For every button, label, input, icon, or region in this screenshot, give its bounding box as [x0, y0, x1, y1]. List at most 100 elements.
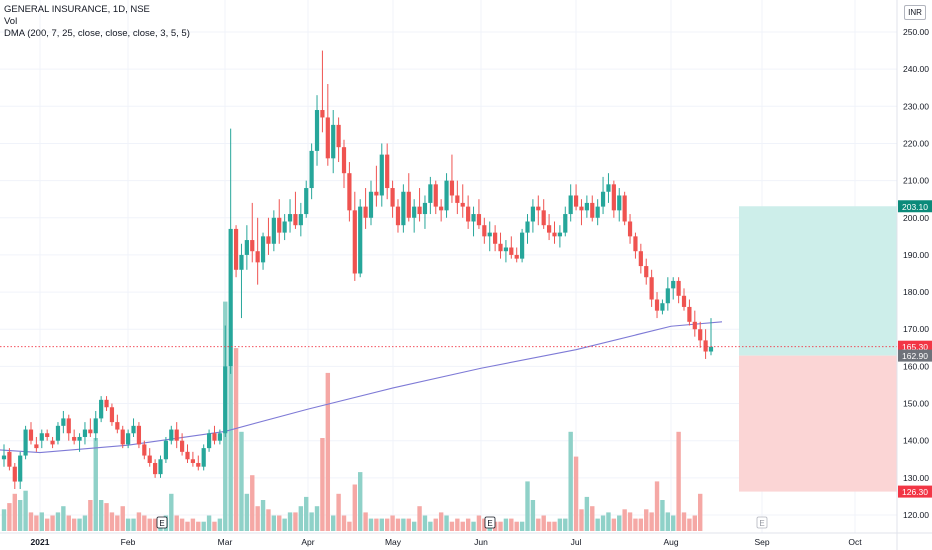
candle-body	[109, 407, 115, 423]
candle-body	[617, 195, 622, 211]
candle-body	[88, 429, 93, 434]
volume-bar	[125, 518, 131, 531]
candle-body	[34, 444, 39, 449]
candle-body	[169, 429, 174, 441]
candle-body	[39, 433, 44, 441]
volume-bar	[444, 515, 449, 531]
candles	[1, 50, 714, 489]
candle-body	[250, 240, 255, 252]
stop-price-label-bg	[898, 485, 932, 498]
candle-body	[708, 346, 714, 352]
candle-body	[190, 459, 195, 463]
volume-bar	[34, 515, 39, 531]
volume-bar	[61, 506, 66, 531]
candle-body	[12, 466, 17, 482]
candle-body	[417, 206, 422, 215]
volume-bar	[465, 518, 471, 531]
candle-body	[660, 303, 665, 311]
y-tick-label: 220.00	[903, 138, 929, 148]
candle-body	[341, 147, 347, 174]
candle-body	[7, 451, 12, 467]
volume-bar	[169, 493, 174, 531]
candle-body	[358, 206, 363, 274]
volume-bar	[336, 493, 341, 531]
earnings-marker: E	[484, 516, 496, 529]
volume-bar	[190, 518, 196, 531]
candle-body	[304, 188, 309, 215]
earnings-marker-label: E	[759, 519, 764, 528]
earnings-marker: E	[756, 516, 768, 529]
volume-bar	[293, 512, 298, 531]
candle-body	[45, 433, 50, 437]
x-tick-label: Jun	[474, 537, 488, 547]
candle-body	[649, 277, 654, 300]
volume-bar	[374, 518, 379, 531]
volume-bar	[185, 521, 190, 531]
candle-body	[563, 214, 568, 233]
candle-body	[363, 206, 368, 218]
volume-bar	[671, 515, 676, 531]
indicator-legend[interactable]: DMA (200, 7, 25, close, close, close, 3,…	[4, 28, 190, 39]
candle-body	[681, 295, 687, 307]
candle-body	[115, 422, 120, 430]
y-tick-label: 150.00	[903, 399, 929, 409]
volume-bar	[638, 518, 644, 531]
volume-bar	[331, 515, 336, 531]
volume-bar	[503, 518, 509, 531]
candle-body	[541, 210, 546, 226]
volume-legend[interactable]: Vol	[4, 16, 18, 27]
volume-bar	[250, 475, 255, 531]
volume-bar	[239, 431, 244, 531]
earnings-marker-label: E	[487, 519, 492, 528]
volume-bar	[50, 515, 55, 531]
candle-body	[201, 448, 206, 467]
candle-body	[271, 217, 276, 244]
volume-bar	[428, 521, 433, 531]
candle-body	[455, 195, 460, 203]
candle-body	[525, 221, 530, 233]
volume-bar	[482, 518, 487, 531]
volume-bar	[120, 506, 125, 531]
candle-body	[627, 221, 633, 237]
dma-line	[0, 321, 723, 454]
volume-bar	[82, 515, 88, 531]
candle-body	[18, 455, 23, 482]
candle-body	[212, 433, 217, 441]
candle-body	[644, 266, 649, 278]
symbol-title[interactable]: GENERAL INSURANCE, 1D, NSE	[4, 4, 150, 15]
candle-body	[428, 184, 433, 203]
volume-bar	[98, 500, 104, 531]
volume-bar	[277, 515, 282, 531]
candle-body	[503, 247, 509, 252]
currency-badge[interactable]: INR	[904, 5, 926, 20]
x-tick-label: Mar	[218, 537, 233, 547]
candle-body	[379, 154, 384, 196]
candle-body	[266, 236, 271, 244]
volume-bar	[530, 500, 536, 531]
candle-body	[422, 202, 428, 215]
y-tick-label: 170.00	[903, 324, 929, 334]
candle-body	[233, 228, 239, 270]
volume-bar	[39, 512, 44, 531]
candle-body	[595, 206, 600, 218]
target-price-label: 203.10	[898, 200, 932, 213]
volume-bars	[1, 301, 703, 531]
volume-bar	[455, 518, 460, 531]
volume-bar	[633, 518, 638, 531]
volume-bar	[174, 515, 179, 531]
x-tick-label: Jul	[571, 537, 582, 547]
volume-bar	[28, 512, 34, 531]
volume-bar	[390, 515, 395, 531]
volume-bar	[568, 431, 573, 531]
volume-bar	[606, 512, 611, 531]
candle-body	[347, 173, 352, 211]
entry-price-label-bg	[898, 349, 932, 362]
target-price-label-bg	[898, 200, 932, 213]
candle-body	[120, 429, 125, 445]
y-tick-label: 190.00	[903, 250, 929, 260]
volume-bar	[611, 518, 617, 531]
volume-bar	[233, 348, 239, 531]
candle-body	[298, 214, 303, 226]
volume-bar	[687, 518, 692, 531]
